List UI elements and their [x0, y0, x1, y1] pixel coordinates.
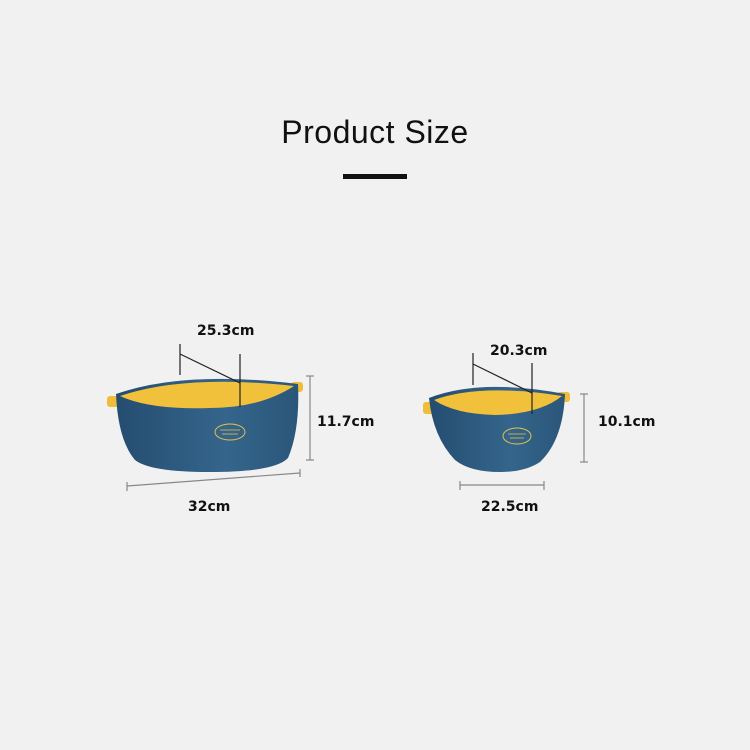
small-bowl-logo — [502, 427, 532, 445]
title-underline — [343, 174, 407, 179]
large-bowl-interior — [120, 381, 294, 409]
large-bowl-dimension-lines — [126, 344, 314, 491]
small-bowl-length-label: 22.5cm — [481, 499, 539, 515]
large-bowl-length-label: 32cm — [188, 499, 231, 515]
small-bowl-inner-diameter-label: 20.3cm — [490, 343, 548, 359]
large-bowl-inner-diameter-label: 25.3cm — [197, 323, 255, 339]
small-bowl-interior — [434, 390, 562, 415]
page-title: Product Size — [281, 114, 469, 150]
small-bowl-height-label: 10.1cm — [598, 414, 656, 430]
large-bowl-height-label: 11.7cm — [317, 414, 375, 430]
large-bowl-logo — [214, 423, 246, 441]
small-bowl-dimension-lines — [459, 353, 588, 490]
small-bowl — [423, 386, 570, 472]
large-bowl — [107, 378, 303, 472]
